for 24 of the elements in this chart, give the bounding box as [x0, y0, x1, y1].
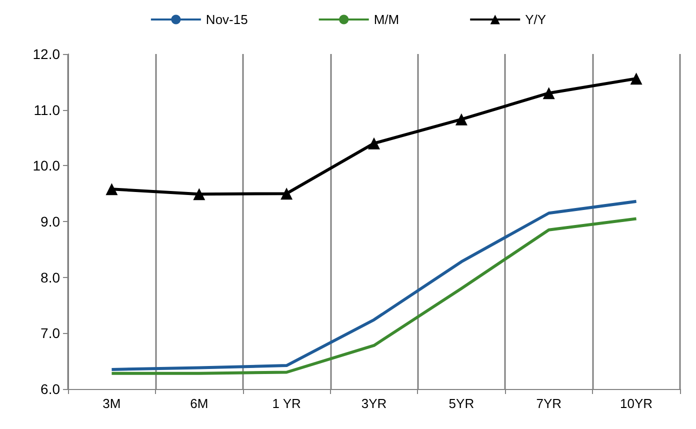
- legend-label: M/M: [374, 12, 400, 27]
- x-tick-label: 3M: [102, 396, 121, 411]
- x-tick-label: 10YR: [620, 396, 653, 411]
- y-tick-label: 11.0: [34, 102, 60, 118]
- x-tick-label: 7YR: [536, 396, 562, 411]
- y-tick-label: 8.0: [40, 269, 60, 286]
- point: [368, 137, 380, 150]
- point: [193, 188, 206, 200]
- x-tick-label: 5YR: [448, 396, 474, 411]
- y-tick-label: 9.0: [40, 214, 60, 230]
- y-tick-label: 10.0: [32, 158, 60, 174]
- y-tick-label: 6.0: [40, 381, 60, 397]
- x-tick-label: 3YR: [361, 396, 387, 411]
- y-tick-label: 7.0: [40, 325, 60, 342]
- x-tick-label: 1 YR: [272, 396, 301, 411]
- legend-label: Y/Y: [525, 12, 546, 27]
- legend-label: Nov-15: [206, 12, 248, 27]
- y-tick-label: 12.0: [32, 46, 60, 62]
- point: [630, 72, 642, 85]
- point: [542, 87, 555, 100]
- point: [106, 183, 118, 196]
- point: [455, 113, 468, 126]
- x-tick-label: 6M: [190, 396, 208, 411]
- point: [280, 188, 293, 200]
